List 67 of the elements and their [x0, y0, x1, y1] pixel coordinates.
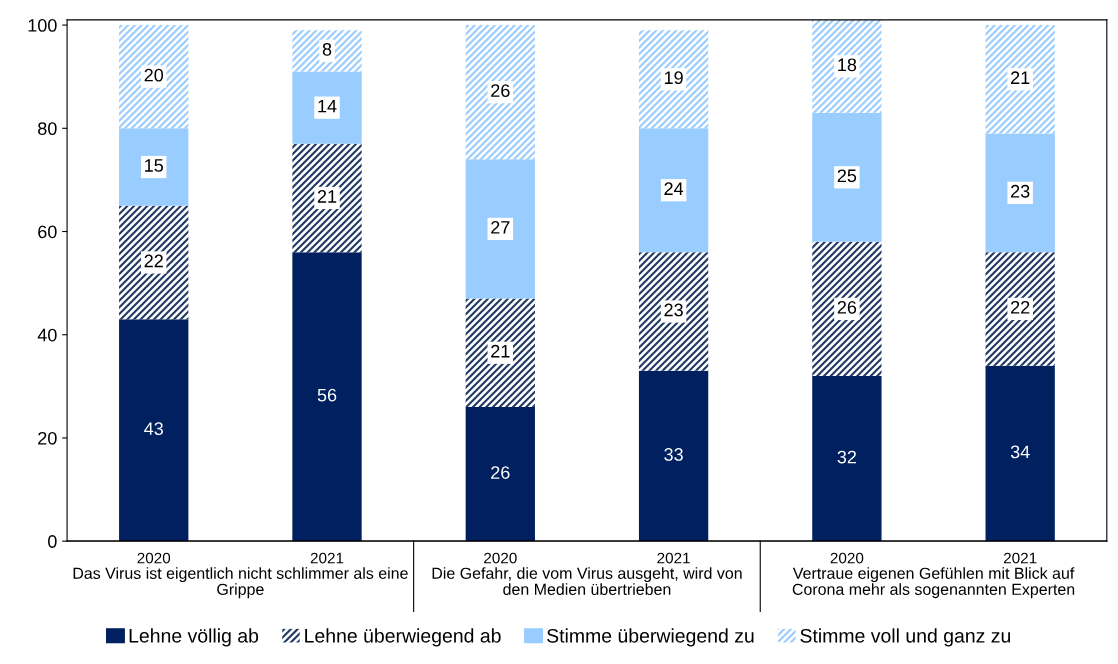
bar: [812, 241, 882, 377]
bar: [465, 25, 535, 160]
bar: [638, 252, 709, 371]
y-tick-label: 0: [48, 535, 57, 548]
bar: [638, 370, 709, 542]
bar: [812, 19, 882, 113]
data-label: 27: [491, 220, 510, 234]
bar: [292, 143, 362, 253]
data-label: 34: [1010, 445, 1030, 459]
bar: [292, 71, 362, 144]
text: Das Virus ist eigentlich nicht schlimmer als eine Grippe: [73, 567, 408, 599]
data-label: 26: [491, 466, 510, 479]
legend-label: Lehne überwiegend ab: [305, 628, 501, 647]
y-tick-label: 40: [37, 328, 57, 342]
text: Die Gefahr, die vom Virus ausgeht, wird von den Medien übertrieben: [432, 567, 742, 595]
data-label: 25: [837, 169, 857, 183]
bar: [119, 25, 189, 129]
x-tick-label: 2021: [310, 552, 344, 564]
data-label: 24: [664, 182, 684, 195]
bar: [465, 159, 535, 299]
bar: [119, 205, 189, 320]
y-tick-label: 20: [38, 431, 57, 445]
data-label: 26: [491, 84, 510, 98]
y-tick-label: 60: [38, 225, 57, 239]
data-label: 19: [664, 71, 683, 85]
data-label: 21: [1011, 71, 1030, 84]
x-tick-label: 2020: [137, 552, 171, 564]
y-tick-label: 80: [38, 122, 57, 136]
data-label: 32: [837, 450, 857, 464]
data-label: 23: [664, 303, 683, 317]
data-label: 14: [318, 99, 337, 113]
bar: [465, 298, 535, 407]
data-label: 43: [144, 422, 163, 436]
legend-label: Stimme überwiegend zu: [547, 628, 754, 647]
data-label: 22: [1011, 300, 1030, 314]
data-label: 23: [1011, 184, 1030, 198]
bar: [985, 25, 1055, 134]
bar: [638, 128, 709, 253]
bar: [465, 406, 535, 542]
data-label: 33: [664, 448, 683, 461]
text: Vertraue eigenen Gefühlen mit Blick auf Corona mehr als sogenannten Experten: [792, 567, 1075, 599]
bar: [638, 30, 709, 129]
data-label: 26: [837, 300, 857, 314]
data-label: 20: [144, 68, 164, 82]
legend-label: Stimme voll und ganz zu: [800, 628, 1011, 647]
data-label: 22: [144, 254, 163, 268]
bar: [985, 133, 1055, 253]
bar: [292, 252, 362, 542]
bar: [292, 30, 362, 72]
x-tick-label: 2021: [1003, 552, 1037, 564]
legend-label: Lehne völlig ab: [129, 628, 259, 647]
data-label: 21: [317, 190, 337, 203]
data-label: 18: [838, 58, 857, 72]
data-label: 21: [491, 344, 510, 358]
x-tick-label: 2020: [830, 552, 864, 564]
data-label: 15: [145, 159, 164, 172]
bar: [812, 112, 882, 242]
bar: [985, 365, 1055, 542]
bar: [812, 376, 882, 542]
y-tick-label: 100: [28, 19, 57, 32]
data-label: 8: [322, 42, 332, 56]
x-tick-label: 2020: [484, 552, 517, 564]
bar: [119, 319, 189, 542]
data-label: 56: [317, 388, 337, 402]
bar: [119, 128, 189, 206]
bar: [985, 252, 1055, 366]
x-tick-label: 2021: [657, 552, 690, 564]
